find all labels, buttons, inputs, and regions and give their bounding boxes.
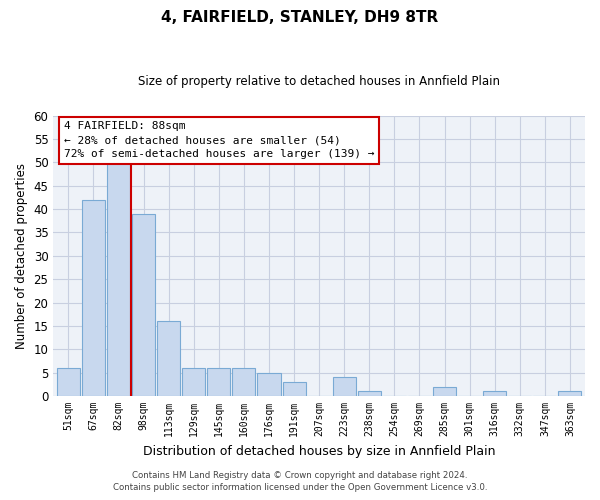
Bar <box>283 382 305 396</box>
Bar <box>257 372 281 396</box>
Title: Size of property relative to detached houses in Annfield Plain: Size of property relative to detached ho… <box>138 75 500 88</box>
Text: Contains HM Land Registry data © Crown copyright and database right 2024.
Contai: Contains HM Land Registry data © Crown c… <box>113 471 487 492</box>
Text: 4 FAIRFIELD: 88sqm
← 28% of detached houses are smaller (54)
72% of semi-detache: 4 FAIRFIELD: 88sqm ← 28% of detached hou… <box>64 121 374 159</box>
Bar <box>157 322 180 396</box>
X-axis label: Distribution of detached houses by size in Annfield Plain: Distribution of detached houses by size … <box>143 444 496 458</box>
Bar <box>332 378 356 396</box>
Bar <box>132 214 155 396</box>
Bar <box>232 368 256 396</box>
Text: 4, FAIRFIELD, STANLEY, DH9 8TR: 4, FAIRFIELD, STANLEY, DH9 8TR <box>161 10 439 25</box>
Bar <box>207 368 230 396</box>
Bar <box>559 392 581 396</box>
Bar <box>358 392 381 396</box>
Bar <box>483 392 506 396</box>
Y-axis label: Number of detached properties: Number of detached properties <box>15 163 28 349</box>
Bar <box>107 162 130 396</box>
Bar <box>182 368 205 396</box>
Bar <box>57 368 80 396</box>
Bar <box>82 200 105 396</box>
Bar <box>433 386 456 396</box>
